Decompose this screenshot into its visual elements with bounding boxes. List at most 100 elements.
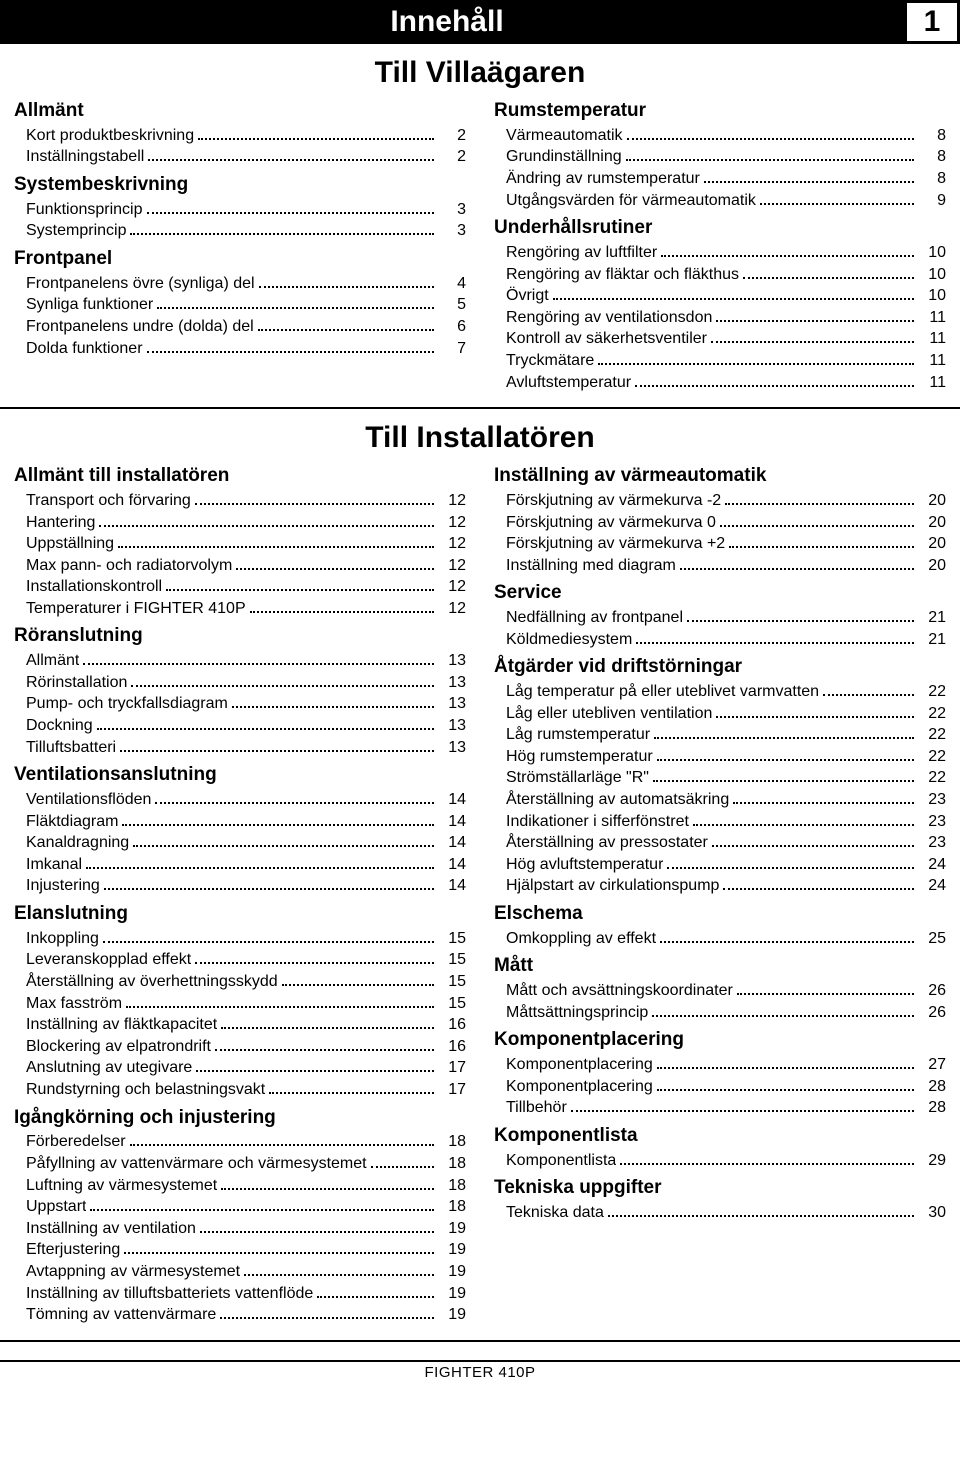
toc-label: Avluftstemperatur [494,372,631,394]
toc-line: Grundinställning8 [494,146,946,168]
toc-line: Avtappning av värmesystemet19 [14,1261,466,1283]
toc-leader-dots [118,539,434,549]
toc-line: Övrigt10 [494,285,946,307]
toc-line: Kontroll av säkerhetsventiler11 [494,328,946,350]
toc-page-number: 30 [918,1202,946,1224]
toc-label: Komponentlista [494,1150,616,1172]
toc-label: Rörinstallation [14,672,127,694]
toc-line: Rundstyrning och belastningsvakt17 [14,1079,466,1101]
toc-line: Injustering14 [14,875,466,897]
toc-page-number: 19 [438,1239,466,1261]
toc-leader-dots [737,986,914,996]
toc-line: Avluftstemperatur11 [494,372,946,394]
toc-label: Tryckmätare [494,350,594,372]
toc-leader-dots [652,1007,914,1017]
toc-line: Fläktdiagram14 [14,811,466,833]
toc-group-title: Inställning av värmeautomatik [494,465,946,488]
toc-line: Påfyllning av vattenvärmare och värmesys… [14,1153,466,1175]
toc-label: Nedfällning av frontpanel [494,607,683,629]
toc-leader-dots [269,1084,434,1094]
toc-label: Tekniska data [494,1202,604,1224]
toc-leader-dots [198,130,434,140]
toc-line: Låg temperatur på eller uteblivet varmva… [494,681,946,703]
toc-line: Installationskontroll12 [14,576,466,598]
toc-leader-dots [195,495,434,505]
toc-line: Hög rumstemperatur22 [494,746,946,768]
toc-label: Förskjutning av värmekurva 0 [494,512,716,534]
footer-model: FIGHTER 410P [0,1360,960,1381]
toc-label: Luftning av värmesystemet [14,1175,217,1197]
toc-label: Systemprincip [14,220,126,242]
toc-line: Låg rumstemperatur22 [494,724,946,746]
inst-left-column: Allmänt till installatörenTransport och … [14,459,466,1326]
toc-group-title: Rumstemperatur [494,100,946,123]
toc-leader-dots [571,1103,914,1113]
toc-label: Kort produktbeskrivning [14,125,194,147]
toc-leader-dots [653,773,914,783]
toc-page-number: 20 [918,490,946,512]
toc-page-number: 16 [438,1036,466,1058]
toc-label: Max fasström [14,993,122,1015]
toc-page-number: 15 [438,993,466,1015]
toc-leader-dots [711,334,914,344]
toc-line: Rengöring av fläktar och fläkthus10 [494,264,946,286]
divider-2 [0,1340,960,1342]
toc-label: Uppställning [14,533,114,555]
toc-leader-dots [157,300,434,310]
toc-page-number: 11 [918,350,946,372]
toc-line: Dolda funktioner7 [14,338,466,360]
toc-line: Kort produktbeskrivning 2 [14,125,466,147]
toc-line: Förskjutning av värmekurva +220 [494,533,946,555]
toc-label: Inställningstabell [14,146,144,168]
toc-page-number: 12 [438,598,466,620]
toc-label: Funktionsprincip [14,199,143,221]
toc-page-number: 21 [918,629,946,651]
toc-page-number: 19 [438,1304,466,1326]
toc-label: Uppstart [14,1196,86,1218]
toc-label: Kontroll av säkerhetsventiler [494,328,707,350]
toc-page-number: 22 [918,703,946,725]
toc-label: Grundinställning [494,146,622,168]
toc-leader-dots [220,1310,434,1320]
toc-group-title: Komponentlista [494,1125,946,1148]
toc-line: Uppställning12 [14,533,466,555]
toc-line: Tömning av vattenvärmare19 [14,1304,466,1326]
toc-leader-dots [250,603,434,613]
toc-line: Imkanal14 [14,854,466,876]
toc-line: Strömställarläge "R"22 [494,767,946,789]
page-title: Innehåll [0,0,894,44]
toc-label: Hög avluftstemperatur [494,854,663,876]
toc-group-title: Röranslutning [14,625,466,648]
toc-line: Funktionsprincip3 [14,199,466,221]
toc-leader-dots [258,321,434,331]
toc-group-title: Elanslutning [14,903,466,926]
toc-page-number: 10 [918,264,946,286]
toc-line: Inställning av tilluftsbatteriets vatten… [14,1283,466,1305]
toc-line: Efterjustering19 [14,1239,466,1261]
toc-page-number: 28 [918,1097,946,1119]
toc-label: Fläktdiagram [14,811,118,833]
toc-label: Förskjutning av värmekurva -2 [494,490,721,512]
toc-leader-dots [680,560,914,570]
toc-label: Inställning av tilluftsbatteriets vatten… [14,1283,313,1305]
toc-page-number: 24 [918,854,946,876]
toc-page-number: 2 [438,125,466,147]
toc-leader-dots [693,816,914,826]
toc-line: Rörinstallation13 [14,672,466,694]
toc-page-number: 24 [918,875,946,897]
toc-label: Värmeautomatik [494,125,623,147]
toc-leader-dots [636,634,914,644]
toc-line: Komponentplacering27 [494,1054,946,1076]
toc-page-number: 23 [918,832,946,854]
toc-page-number: 25 [918,928,946,950]
toc-page-number: 27 [918,1054,946,1076]
toc-page-number: 19 [438,1283,466,1305]
toc-label: Inställning av ventilation [14,1218,196,1240]
toc-group-title: Ventilationsanslutning [14,764,466,787]
toc-line: Tilluftsbatteri13 [14,737,466,759]
toc-leader-dots [120,742,434,752]
toc-page-number: 13 [438,693,466,715]
toc-label: Återställning av överhettningsskydd [14,971,278,993]
toc-line: Transport och förvaring12 [14,490,466,512]
toc-page-number: 26 [918,1002,946,1024]
